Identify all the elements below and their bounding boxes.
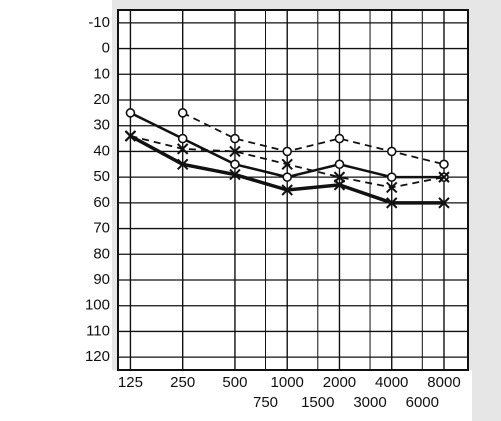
x-tick-label: 8000 <box>427 374 460 391</box>
marker <box>438 171 450 183</box>
marker <box>334 133 345 144</box>
plot-area <box>117 9 469 371</box>
series-line <box>182 112 445 166</box>
marker <box>439 159 449 170</box>
x-tick-label: 750 <box>253 394 278 411</box>
x-tick-label: 500 <box>222 374 247 391</box>
y-tick-label: 90 <box>93 271 110 288</box>
x-tick-label: 3000 <box>353 394 386 411</box>
marker <box>229 145 241 158</box>
label-area <box>112 370 472 421</box>
marker <box>177 133 188 144</box>
x-tick-label: 1000 <box>271 374 304 391</box>
marker <box>124 130 137 142</box>
y-tick-label: 50 <box>93 168 110 185</box>
y-tick-label: 70 <box>93 220 110 237</box>
y-tick-label: 40 <box>93 142 110 159</box>
x-tick-label: 250 <box>170 374 195 391</box>
marker <box>230 159 240 170</box>
y-tick-label: 100 <box>85 297 110 314</box>
marker <box>438 197 450 209</box>
marker <box>176 143 189 155</box>
x-tick-label: 125 <box>118 374 143 391</box>
x-tick-label: 2000 <box>323 374 356 391</box>
marker <box>230 133 240 144</box>
marker <box>229 168 241 181</box>
marker <box>282 146 293 157</box>
marker <box>125 108 136 118</box>
marker <box>176 158 189 170</box>
y-tick-label: 120 <box>85 348 110 365</box>
x-tick-label: 4000 <box>375 374 408 391</box>
marker <box>386 172 397 182</box>
x-tick-label: 6000 <box>406 394 439 411</box>
marker <box>386 146 397 157</box>
y-tick-label: 30 <box>93 117 110 134</box>
marker <box>281 184 293 196</box>
marker <box>281 158 293 170</box>
y-tick-label: 10 <box>93 65 110 82</box>
marker <box>334 159 345 170</box>
x-tick-label: 1500 <box>301 394 334 411</box>
label-area <box>0 0 112 421</box>
marker <box>333 171 346 183</box>
y-tick-label: 0 <box>102 40 110 57</box>
marker <box>177 108 188 118</box>
y-tick-label: 110 <box>86 322 110 339</box>
y-tick-label: 20 <box>93 91 110 108</box>
y-tick-label: -10 <box>88 14 110 31</box>
marker <box>386 181 398 194</box>
y-tick-label: 60 <box>93 194 110 211</box>
y-tick-label: 80 <box>93 245 110 262</box>
marker <box>386 197 398 209</box>
marker <box>282 172 293 182</box>
